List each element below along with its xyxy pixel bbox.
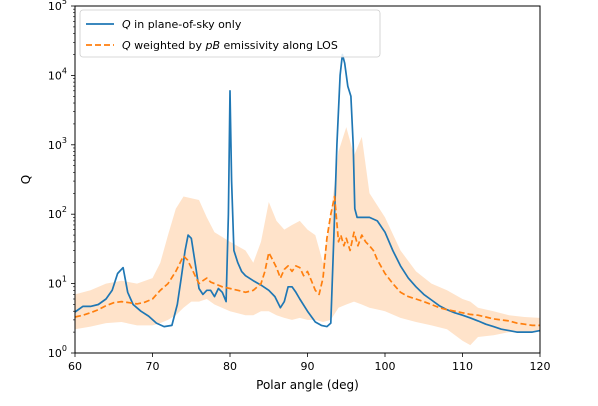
x-tick-label: 70 — [146, 360, 160, 373]
x-axis-label: Polar angle (deg) — [256, 378, 359, 392]
y-tick-label: 100 — [48, 344, 67, 360]
axes: 60 70 80 90 100 110 120 100 101 102 103 104 105 — [48, 0, 551, 373]
x-tick-label: 110 — [452, 360, 473, 373]
series-line-pb-weighted — [74, 195, 540, 327]
x-tick-label: 120 — [530, 360, 551, 373]
x-tick-label: 90 — [301, 360, 315, 373]
series-line-plane-of-sky — [74, 53, 541, 333]
y-tick-label: 102 — [48, 205, 67, 221]
y-tick-label: 104 — [48, 66, 67, 82]
uncertainty-band-layer — [75, 127, 540, 346]
y-axis-label: Q — [19, 175, 33, 184]
uncertainty-band — [75, 127, 540, 346]
y-tick-label: 105 — [48, 0, 67, 13]
legend-entry-plane-of-sky: Q in plane-of-sky only — [122, 18, 242, 31]
series-layer — [74, 53, 541, 333]
x-tick-label: 80 — [223, 360, 237, 373]
x-tick-label: 100 — [375, 360, 396, 373]
x-tick-label: 60 — [68, 360, 82, 373]
legend-box — [79, 9, 381, 58]
legend-entry-pb-weighted: Q weighted by pB emissivity along LOS — [122, 39, 338, 52]
y-tick-label: 103 — [48, 136, 67, 152]
y-tick-label: 101 — [48, 275, 67, 291]
legend: Q in plane-of-sky only Q weighted by pB e… — [79, 9, 381, 58]
